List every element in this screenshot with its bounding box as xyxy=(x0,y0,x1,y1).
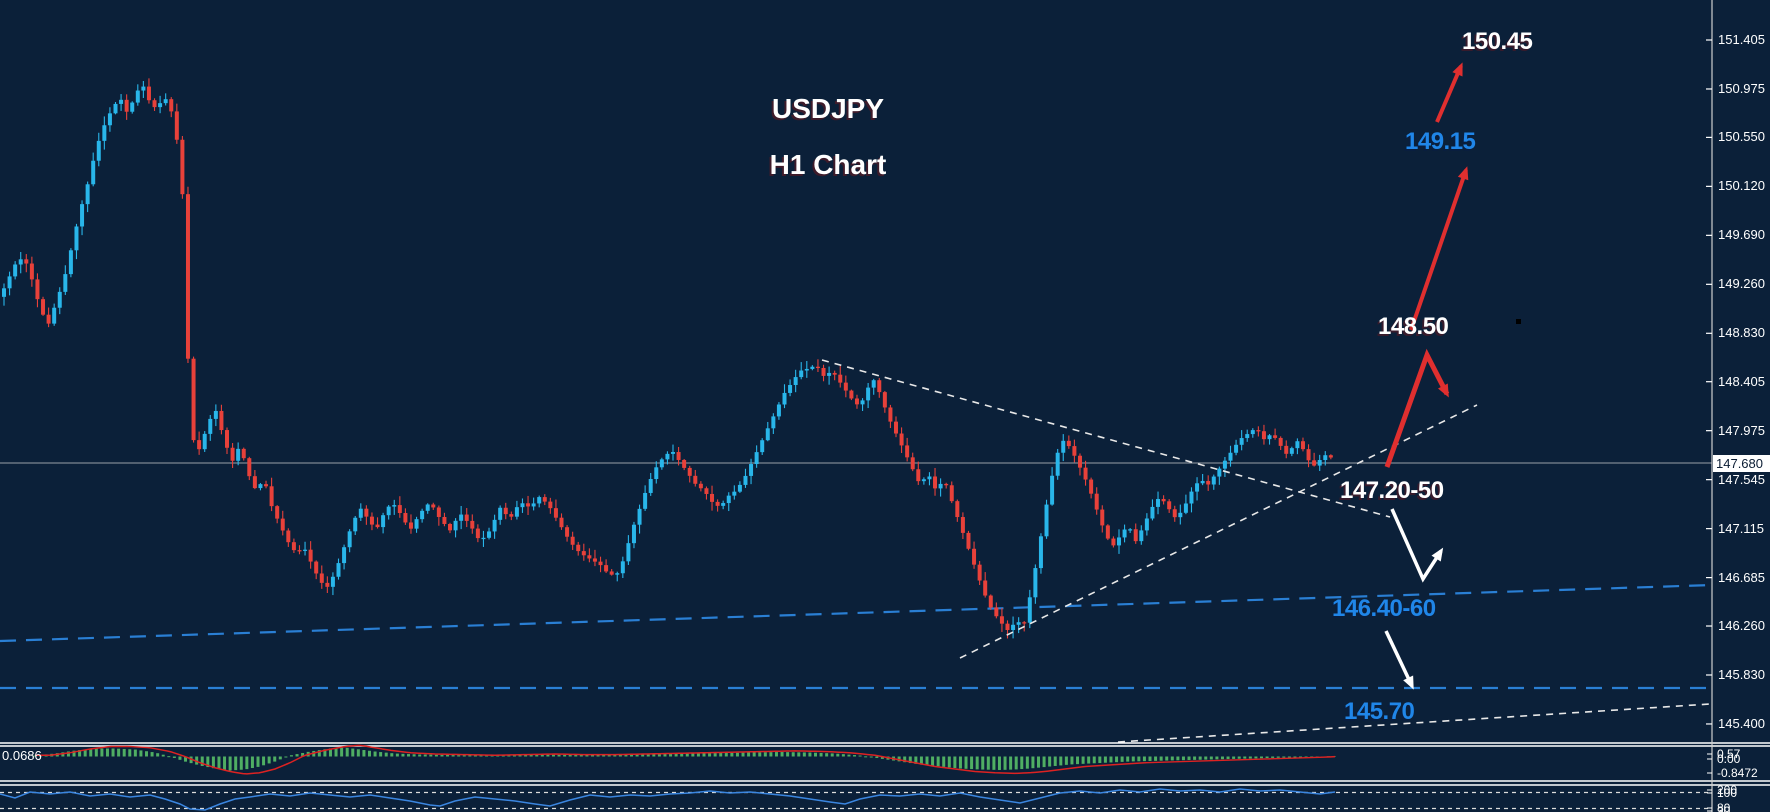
zone-label-147-20-50: 147.20-50 xyxy=(1340,477,1444,504)
price-axis-label: 145.400 xyxy=(1718,715,1765,731)
price-axis-label: 146.260 xyxy=(1718,618,1765,633)
price-axis-label: 148.405 xyxy=(1718,373,1765,389)
indicator-value-label: 0.0686 xyxy=(2,748,42,763)
current-price-box: 147.680 xyxy=(1713,455,1770,472)
indicator-scale-label: 100 xyxy=(1717,786,1738,800)
dip-bounce-146-60-arrow[interactable] xyxy=(1390,508,1443,583)
price-axis-label: 150.550 xyxy=(1718,129,1765,145)
resistance-label-148-50: 148.50 xyxy=(1378,313,1449,340)
indicator-scale-label: 30 xyxy=(1717,804,1731,812)
macd-signal-line xyxy=(35,744,1336,775)
blue-support-146-40-60[interactable] xyxy=(0,583,1713,643)
projection-to-149-15-arrow[interactable] xyxy=(1409,169,1468,331)
indicator-scale-label: 80 xyxy=(1717,801,1731,812)
oscillator-line xyxy=(0,788,1336,811)
price-target-label-149-15: 149.15 xyxy=(1405,128,1476,155)
price-axis-label: 147.975 xyxy=(1718,422,1765,438)
rally-pullback-148-50-arrow[interactable] xyxy=(1384,348,1450,468)
rising-support-145-70[interactable] xyxy=(1117,703,1711,743)
price-axis-label: 148.830 xyxy=(1718,325,1765,341)
price-axis-label: 147.545 xyxy=(1718,471,1765,487)
ascending-triangle-line[interactable] xyxy=(959,404,1478,659)
price-axis-label: 146.685 xyxy=(1718,569,1765,585)
timeframe-title: H1 Chart xyxy=(769,149,887,180)
support-label-146-40-60: 146.40-60 xyxy=(1332,595,1436,622)
indicator-scale-label: 200 xyxy=(1717,783,1738,797)
price-axis-label: 150.120 xyxy=(1718,178,1765,194)
projection-to-150-45-arrow[interactable] xyxy=(1435,65,1463,123)
price-axis-label: 147.115 xyxy=(1718,520,1765,536)
price-axis-label: 149.260 xyxy=(1718,276,1765,292)
indicator-scale-label: 0.57 xyxy=(1717,747,1741,761)
indicator-scale-label: -0.8472 xyxy=(1717,766,1758,780)
price-axis-label: 151.405 xyxy=(1718,32,1765,47)
support-label-145-70: 145.70 xyxy=(1344,698,1415,725)
price-axis-label: 145.830 xyxy=(1718,666,1765,682)
price-target-label-150-45: 150.45 xyxy=(1462,28,1533,55)
black-dot-marker xyxy=(1516,319,1521,324)
price-axis-label: 150.975 xyxy=(1718,80,1765,96)
indicator-scale-label: 0.00 xyxy=(1717,752,1741,766)
drop-to-145-70-arrow[interactable] xyxy=(1384,630,1414,687)
price-axis-label: 149.690 xyxy=(1718,227,1765,243)
symbol-title: USDJPY xyxy=(771,93,885,124)
